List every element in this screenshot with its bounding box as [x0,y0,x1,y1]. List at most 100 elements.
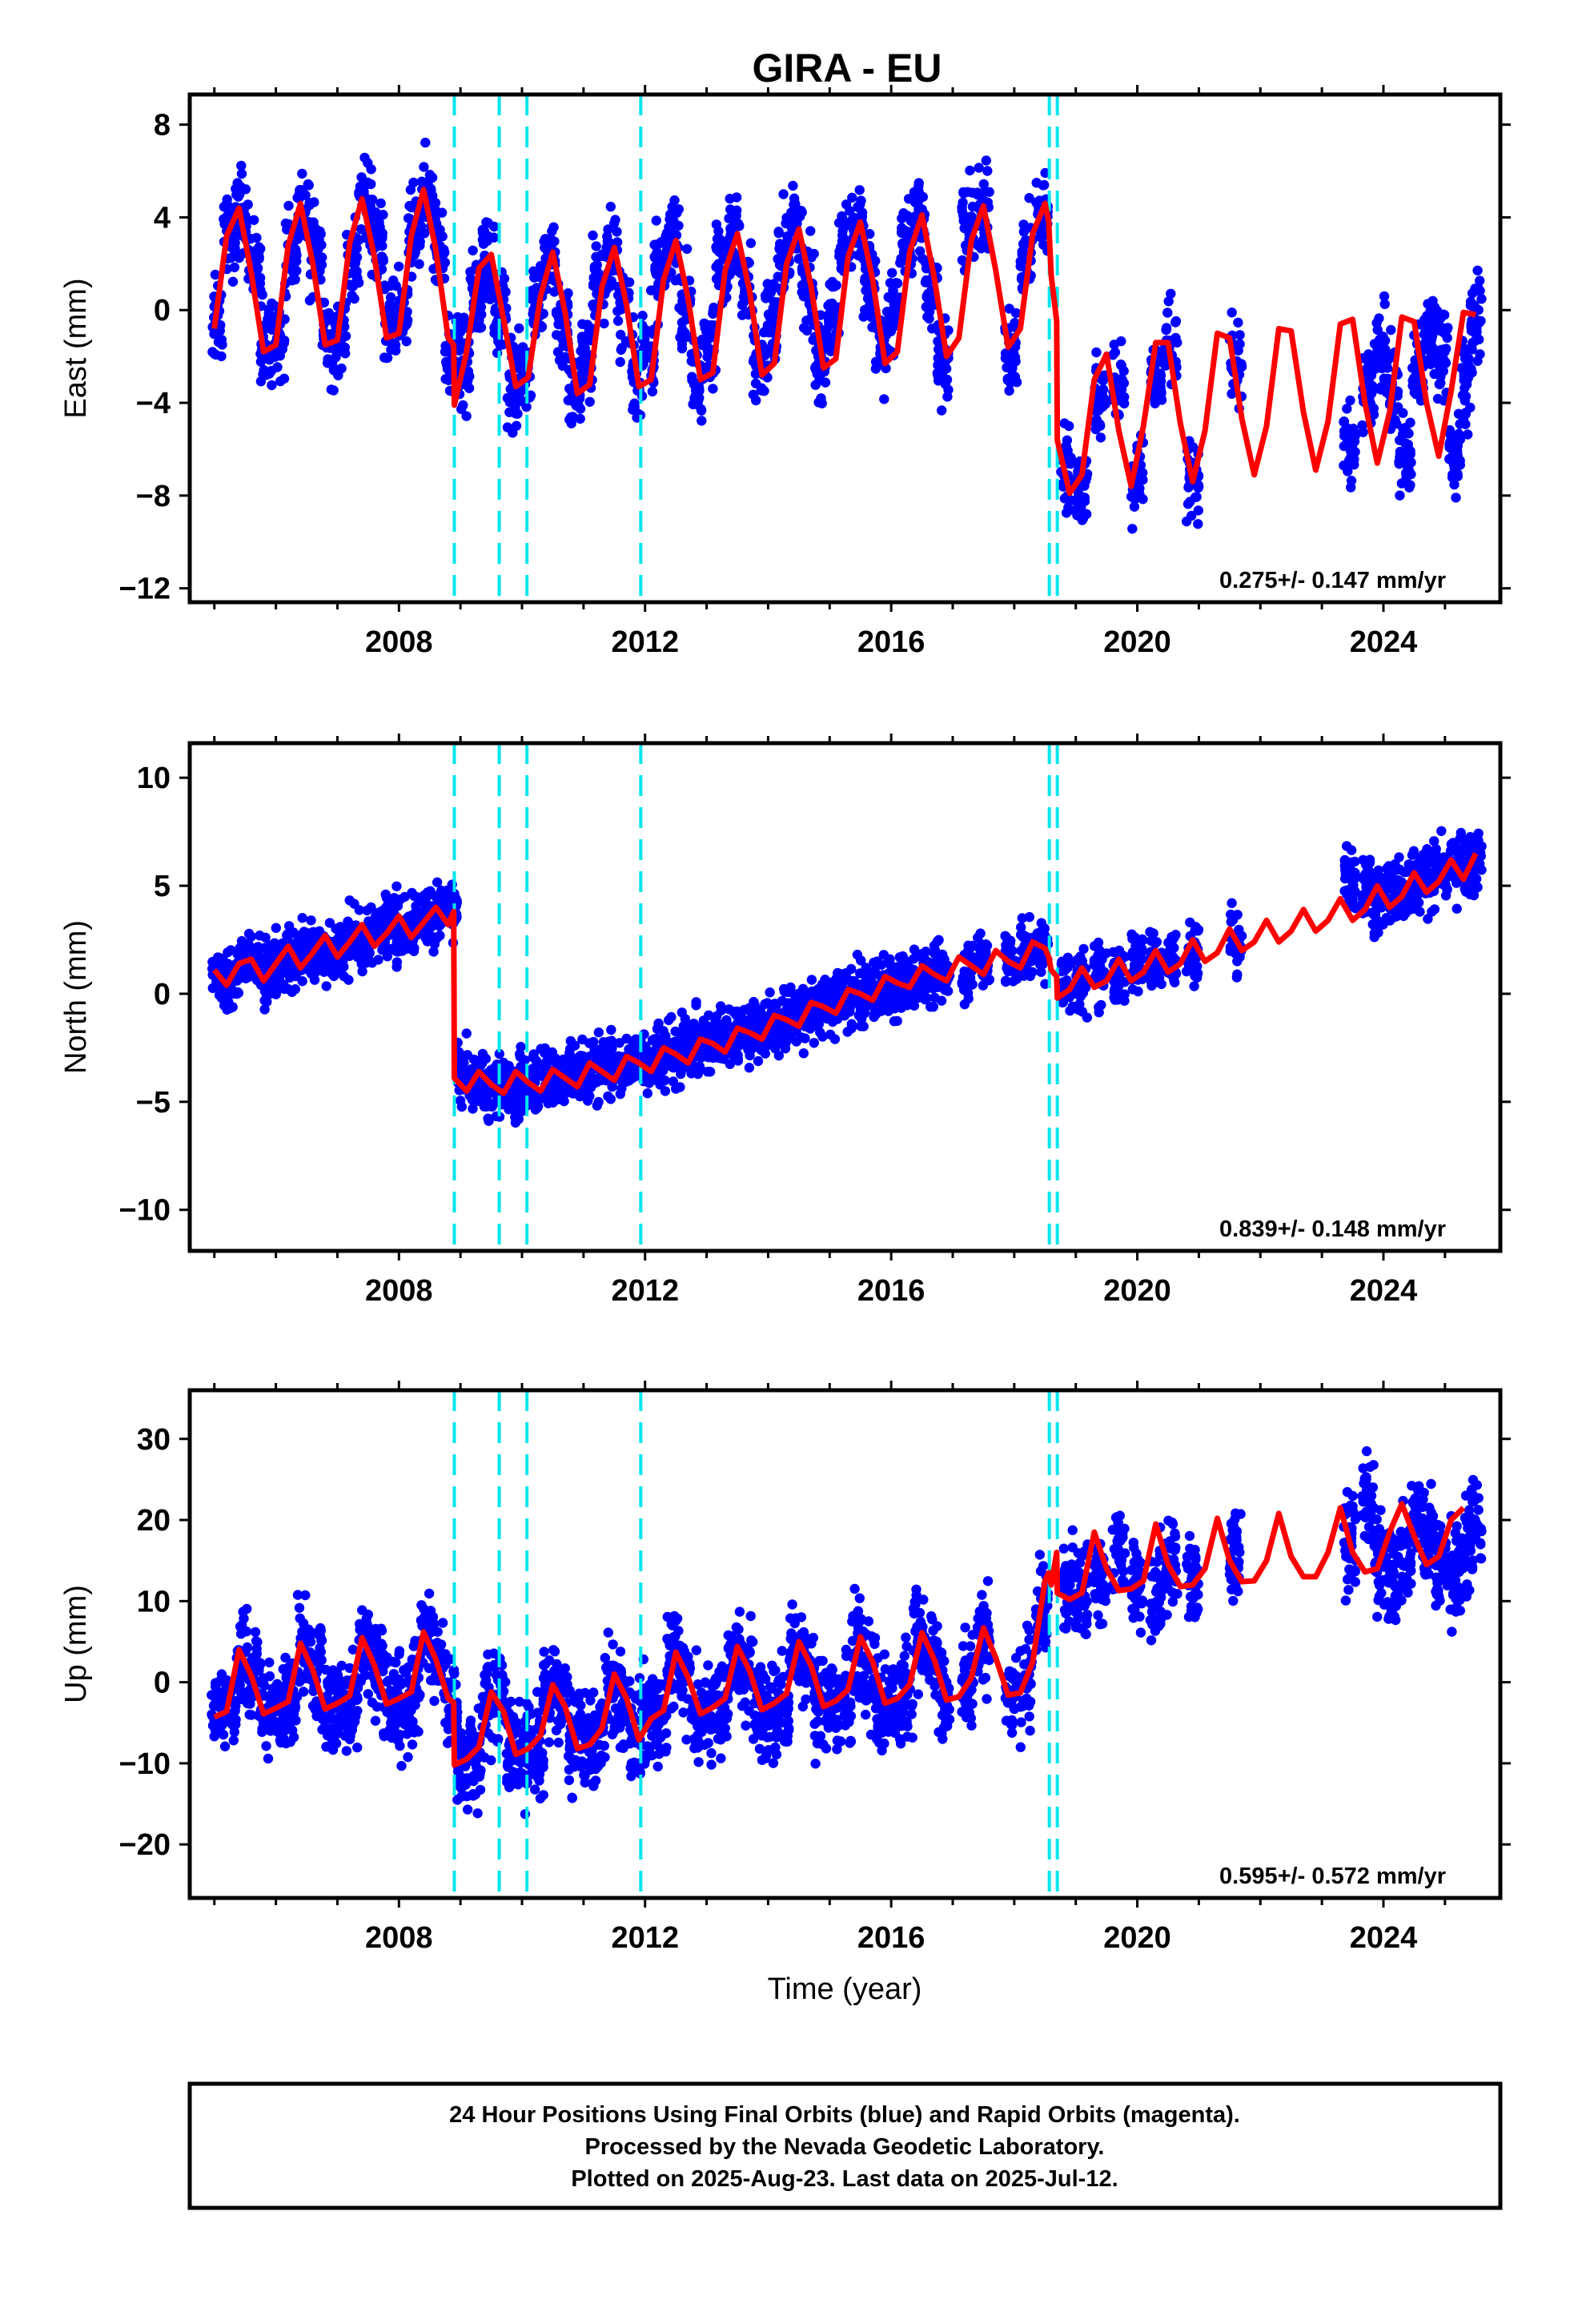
east-data-point [829,315,840,325]
east-data-point [419,162,429,172]
east-data-point [514,392,524,402]
east-data-point [267,380,277,391]
east-x-tick-label: 2008 [365,625,433,659]
north-data-point [223,959,233,969]
north-data-point [723,1023,733,1034]
east-data-point [647,386,658,397]
east-data-point [1423,322,1434,332]
east-data-point [226,252,237,263]
north-data-point [283,921,295,931]
east-data-point [870,356,881,367]
east-data-point [879,394,889,404]
north-data-point [606,1024,616,1035]
east-data-point [1476,316,1486,326]
north-data-point [593,1027,604,1038]
east-data-point [933,376,944,386]
north-data-point [677,1007,687,1018]
east-data-point [751,395,761,406]
east-data-point [1160,360,1171,371]
north-data-point [829,1034,841,1044]
east-data-point [1115,359,1126,370]
east-data-point [1010,372,1021,382]
north-data-point [846,963,857,975]
east-data-point [1435,379,1445,390]
north-data-point [577,1034,588,1045]
north-data-point [899,960,910,971]
north-data-point [516,1106,527,1117]
east-y-tick-label: 8 [154,109,171,143]
east-y-axis-label: East (mm) [59,278,93,418]
east-data-point [258,369,268,380]
east-data-point [737,310,748,320]
north-data-point [232,949,243,959]
east-data-point [713,259,724,269]
east-data-point [207,347,218,357]
east-data-point [825,346,836,356]
east-data-point [576,346,586,356]
east-data-point [526,293,536,304]
east-data-point [1396,478,1407,489]
east-data-point [870,364,881,374]
north-data-point [675,1028,685,1039]
north-data-point [295,932,306,943]
east-data-point [405,184,416,195]
north-data-point [592,1100,602,1111]
east-data-point [1233,317,1243,328]
north-data-point [716,1005,726,1016]
east-data-point [1444,439,1455,449]
east-data-point [571,400,582,411]
east-data-point [605,201,616,212]
east-data-point [219,214,229,224]
east-data-point [481,217,492,227]
east-data-point [885,278,896,288]
north-data-point [287,987,297,997]
north-data-point [733,1053,743,1063]
north-data-point [656,1076,667,1087]
east-data-point [1472,327,1482,337]
north-data-point [540,1093,550,1104]
east-data-point [643,345,654,356]
north-data-point [590,1074,600,1085]
east-data-point [552,347,564,357]
east-data-point [576,369,587,380]
east-data-point [1452,446,1463,456]
east-data-point [499,273,510,284]
north-data-point [477,1058,488,1069]
north-data-point [321,981,331,991]
east-data-point [304,296,315,306]
east-data-point [1464,353,1474,364]
east-data-point [640,324,651,336]
north-data-point [480,1086,490,1097]
north-data-point [934,935,944,945]
east-data-point [797,279,808,291]
east-data-point [1474,334,1484,345]
north-data-point [864,973,874,984]
east-data-point [681,243,693,254]
east-data-point [551,308,562,319]
north-data-point [395,894,406,905]
north-data-point [698,1049,709,1059]
north-data-point [362,905,372,916]
north-data-point [530,1094,540,1105]
north-data-point [487,1101,497,1112]
north-data-point [852,949,863,960]
east-data-point [677,317,688,328]
north-data-point [421,891,432,902]
east-data-point [724,213,734,223]
north-data-point [564,1043,576,1055]
east-data-point [1435,346,1445,356]
east-data-point [750,368,761,380]
east-data-point [391,280,401,292]
east-data-point [1110,347,1121,358]
east-data-point [297,168,307,179]
east-data-point [980,187,990,197]
north-data-point [846,1023,857,1034]
east-data-point [349,259,359,270]
east-data-point [316,259,327,270]
east-data-point [1004,304,1014,314]
east-data-point [942,392,953,402]
east-data-point [703,332,714,343]
east-data-point [1347,455,1357,465]
north-data-point [243,939,254,950]
